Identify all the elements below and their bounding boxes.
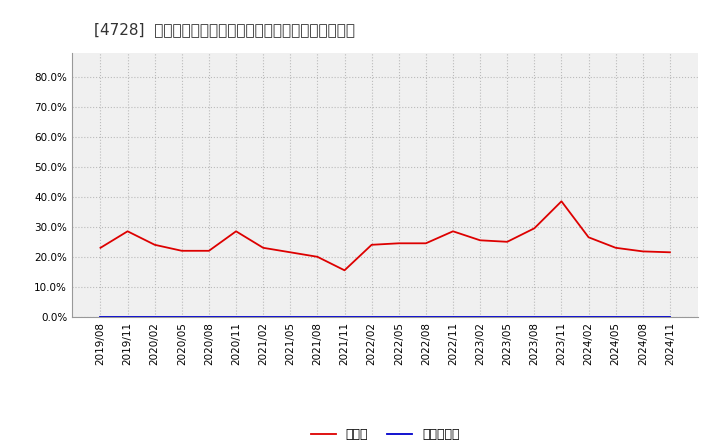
- 現頲金: [232, 229, 240, 234]
- 有利子負債: [232, 314, 240, 319]
- 現頲金: [367, 242, 376, 247]
- 現頲金: [204, 248, 213, 253]
- 有利子負債: [123, 314, 132, 319]
- 有利子負債: [96, 314, 105, 319]
- 有利子負債: [178, 314, 186, 319]
- 有利子負債: [204, 314, 213, 319]
- 現頲金: [665, 249, 674, 255]
- 現頲金: [421, 241, 430, 246]
- 現頲金: [395, 241, 403, 246]
- 有利子負債: [665, 314, 674, 319]
- 有利子負債: [530, 314, 539, 319]
- 有利子負債: [476, 314, 485, 319]
- Line: 現頲金: 現頲金: [101, 201, 670, 270]
- 有利子負債: [259, 314, 268, 319]
- 現頲金: [286, 249, 294, 255]
- 現頲金: [557, 198, 566, 204]
- 現頲金: [178, 248, 186, 253]
- 現頲金: [259, 245, 268, 250]
- 有利子負債: [421, 314, 430, 319]
- 現頲金: [530, 226, 539, 231]
- 現頲金: [584, 235, 593, 240]
- 有利子負債: [584, 314, 593, 319]
- Text: [4728]  現頲金、有利子負債の総資産に対する比率の推移: [4728] 現頲金、有利子負債の総資産に対する比率の推移: [94, 22, 355, 37]
- 現頲金: [341, 268, 349, 273]
- 有利子負債: [639, 314, 647, 319]
- 有利子負債: [341, 314, 349, 319]
- 現頲金: [476, 238, 485, 243]
- Legend: 現頲金, 有利子負債: 現頲金, 有利子負債: [306, 423, 464, 440]
- 現頲金: [503, 239, 511, 245]
- 現頲金: [96, 245, 105, 250]
- 現頲金: [449, 229, 457, 234]
- 現頲金: [313, 254, 322, 260]
- 有利子負債: [557, 314, 566, 319]
- 有利子負債: [367, 314, 376, 319]
- 有利子負債: [150, 314, 159, 319]
- 有利子負債: [313, 314, 322, 319]
- 有利子負債: [286, 314, 294, 319]
- 有利子負債: [449, 314, 457, 319]
- 有利子負債: [503, 314, 511, 319]
- 有利子負債: [395, 314, 403, 319]
- 現頲金: [150, 242, 159, 247]
- 現頲金: [611, 245, 620, 250]
- 有利子負債: [611, 314, 620, 319]
- 現頲金: [123, 229, 132, 234]
- 現頲金: [639, 249, 647, 254]
